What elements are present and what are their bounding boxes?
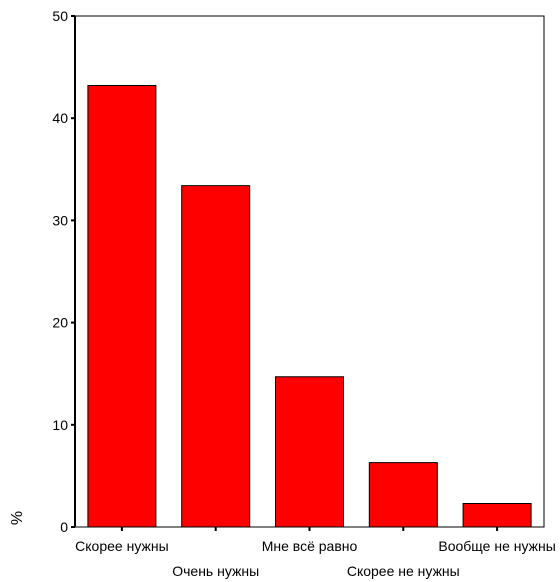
- x-tick-label: Скорее нужны: [75, 538, 168, 554]
- bar: [87, 84, 157, 528]
- y-tick-label: 10: [52, 417, 68, 433]
- y-tick-label: 50: [52, 8, 68, 24]
- bar: [462, 502, 532, 528]
- bar: [368, 462, 438, 528]
- bar: [181, 185, 251, 528]
- y-axis-label: %: [9, 511, 26, 525]
- y-tick-label: 30: [52, 212, 68, 228]
- x-tick-label: Очень нужны: [172, 563, 259, 579]
- y-tick-label: 0: [60, 519, 68, 535]
- x-tick-label: Вообще не нужны: [438, 538, 555, 554]
- x-tick-label: Скорее не нужны: [347, 563, 460, 579]
- bar: [275, 376, 344, 528]
- y-tick-label: 20: [52, 315, 68, 331]
- x-tick-label: Мне всё равно: [262, 538, 358, 554]
- y-tick-label: 40: [52, 110, 68, 126]
